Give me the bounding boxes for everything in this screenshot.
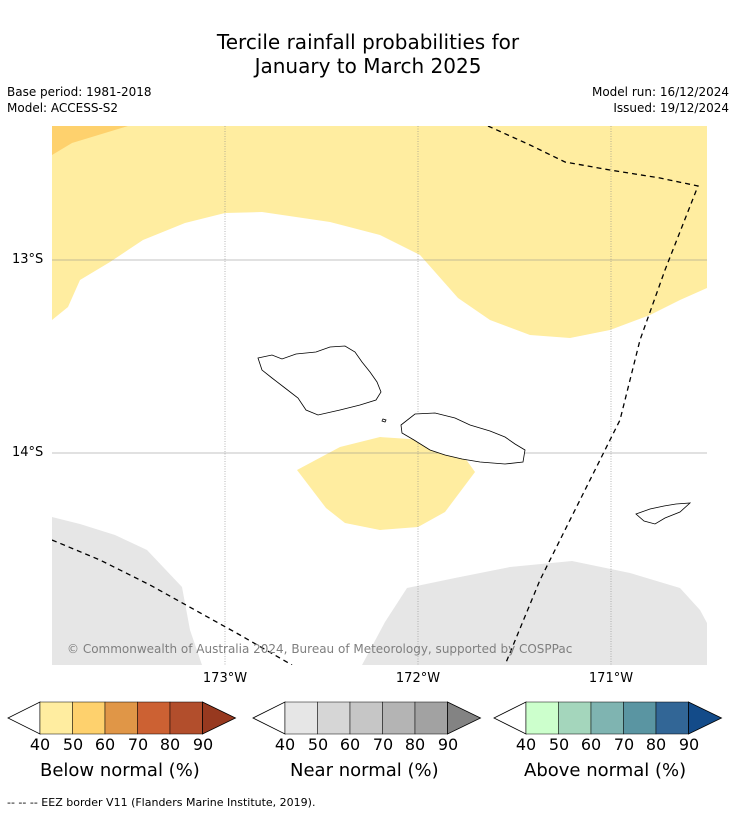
eez-footnote: -- -- -- EEZ border V11 (Flanders Marine… [7,796,316,809]
colorbar-extend-high [447,701,482,735]
colorbar-segment [382,701,416,735]
base-period: Base period: 1981-2018 [7,85,152,99]
tick-label: 80 [404,735,426,754]
copyright-notice: © Commonwealth of Australia 2024, Bureau… [67,642,573,656]
legend-near-normal: 40 50 60 70 80 90 Near normal (%) [252,700,484,781]
tick-label: 40 [274,735,296,754]
eez-border [52,126,699,665]
near-normal-50-southeast [362,561,707,665]
colorbar-segment [655,701,689,735]
tick-label: 60 [580,735,602,754]
upolu-island [400,412,526,465]
tick-label: 40 [515,735,537,754]
colorbar-extend-high [688,701,723,735]
colorbar-segment [137,701,171,735]
below-normal-60-corner [52,126,128,155]
colorbar-segment [590,701,624,735]
legend-below-normal: 40 50 60 70 80 90 Below normal (%) [7,700,239,781]
issued-date: Issued: 19/12/2024 [613,101,729,115]
colorbar-segment [284,701,318,735]
lat-label-14s: 14°S [12,445,44,460]
tick-label: 90 [678,735,700,754]
tick-label: 70 [127,735,149,754]
tick-label: 90 [437,735,459,754]
tick-label: 80 [159,735,181,754]
colorbar-segment [39,701,73,735]
tick-label: 70 [372,735,394,754]
colorbar-extend-low [493,701,527,735]
map-title: Tercile rainfall probabilities for Janua… [0,30,736,78]
model-name: Model: ACCESS-S2 [7,101,119,115]
tick-label: 50 [548,735,570,754]
legend-above-normal: 40 50 60 70 80 90 Above normal (%) [493,700,725,781]
legend-caption: Above normal (%) [524,760,687,781]
title-line-2: January to March 2025 [254,54,482,78]
tick-label: 80 [645,735,667,754]
colorbar-segment [317,701,351,735]
colorbar-segment [169,701,203,735]
meta-right: Model run: 16/12/2024 Issued: 19/12/2024 [592,84,729,116]
colorbar-extend-low [7,701,41,735]
savaii-island [257,345,382,416]
legend-caption: Near normal (%) [290,760,439,781]
gridlines [52,126,707,665]
lon-label-171w: 171°W [588,671,634,686]
tick-label: 70 [613,735,635,754]
coastlines [257,345,692,525]
colorbar-near-normal [252,701,482,735]
colorbar-extend-low [252,701,286,735]
colorbar-segment [558,701,592,735]
colorbar-segment [104,701,138,735]
tick-label: 50 [62,735,84,754]
legend-caption: Below normal (%) [40,760,200,781]
lon-label-173w: 173°W [202,671,248,686]
lat-label-13s: 13°S [12,252,44,267]
tick-label: 60 [94,735,116,754]
colorbar-segment [525,701,559,735]
tick-label: 90 [192,735,214,754]
below-normal-50-south [297,437,475,530]
meta-left: Base period: 1981-2018 Model: ACCESS-S2 [7,84,152,116]
colorbar-segment [72,701,106,735]
tutuila-island [635,502,692,525]
colorbar-segment [623,701,657,735]
colorbar-above-normal [493,701,723,735]
tick-label: 50 [307,735,329,754]
lon-label-172w: 172°W [395,671,441,686]
colorbar-below-normal [7,701,237,735]
tick-label: 40 [29,735,51,754]
colorbar-segment [414,701,448,735]
model-run: Model run: 16/12/2024 [591,85,729,99]
colorbar-extend-high [202,701,237,735]
tick-label: 60 [339,735,361,754]
apolima-island [381,418,387,423]
below-normal-50-north [52,126,707,338]
title-line-1: Tercile rainfall probabilities for [216,30,520,54]
colorbar-segment [349,701,383,735]
near-normal-50-southwest [52,517,202,665]
